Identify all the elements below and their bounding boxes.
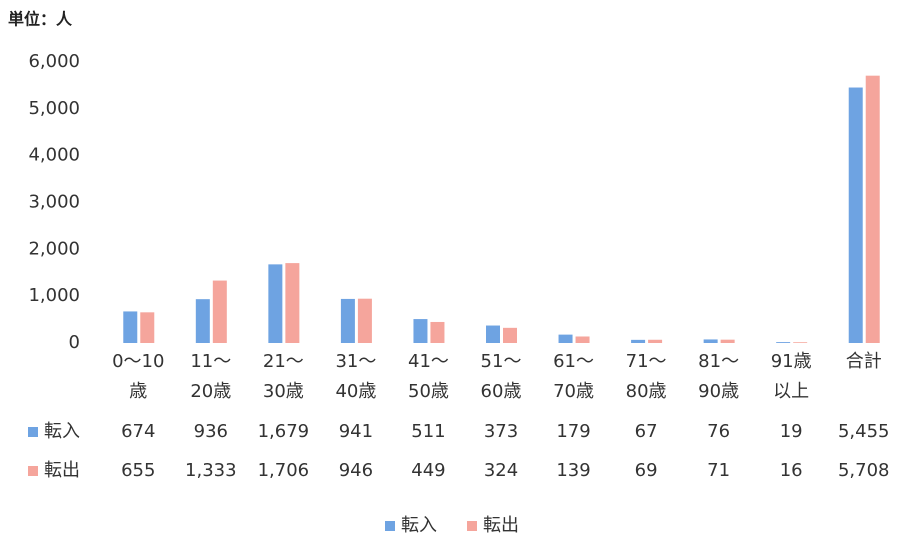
bar <box>503 327 517 343</box>
x-tick-label: 41～ <box>408 351 449 372</box>
x-tick-label: 21～ <box>263 351 304 372</box>
table-cell: 1,679 <box>258 421 310 442</box>
bar <box>195 299 210 343</box>
table-cell: 16 <box>780 460 803 481</box>
y-tick-label: 5,000 <box>28 98 80 119</box>
y-tick-label: 1,000 <box>28 285 80 306</box>
x-tick-label: 0～10 <box>112 351 164 372</box>
x-tick-label: 61～ <box>553 351 594 372</box>
x-tick-label: 30歳 <box>263 381 304 402</box>
x-tick-label: 70歳 <box>553 381 594 402</box>
x-tick-label: 31～ <box>335 351 376 372</box>
table-cell: 511 <box>411 421 445 442</box>
table-cell: 655 <box>121 460 155 481</box>
table-cell: 373 <box>484 421 518 442</box>
table-cell: 69 <box>635 460 658 481</box>
x-tick-label: 91歳 <box>771 351 812 372</box>
table-series-name: 転出 <box>44 460 80 481</box>
x-tick-label: 20歳 <box>190 381 231 402</box>
bar <box>703 339 718 343</box>
x-tick-label: 60歳 <box>481 381 522 402</box>
y-tick-label: 3,000 <box>28 192 80 213</box>
x-tick-label: 90歳 <box>698 381 739 402</box>
table-cell: 139 <box>556 460 590 481</box>
x-tick-label: 71～ <box>626 351 667 372</box>
table-cell: 1,333 <box>185 460 237 481</box>
bar <box>123 311 138 343</box>
y-tick-label: 0 <box>69 332 80 353</box>
legend-label: 転入 <box>401 515 437 536</box>
bar <box>268 264 283 343</box>
table-series-name: 転入 <box>44 421 80 442</box>
table-cell: 674 <box>121 421 155 442</box>
bar <box>575 336 590 343</box>
bar <box>720 339 735 343</box>
bar <box>140 312 155 343</box>
bar <box>357 298 372 343</box>
legend-swatch <box>385 521 395 531</box>
bar <box>631 339 646 343</box>
bar <box>793 342 808 343</box>
table-cell: 324 <box>484 460 518 481</box>
bar <box>865 75 880 344</box>
table-cell: 67 <box>635 421 658 442</box>
table-legend-swatch <box>28 427 38 437</box>
legend-swatch <box>467 521 477 531</box>
table-cell: 179 <box>556 421 590 442</box>
bar <box>430 321 445 343</box>
table-cell: 19 <box>780 421 803 442</box>
table-cell: 946 <box>339 460 373 481</box>
y-tick-label: 2,000 <box>28 238 80 259</box>
x-tick-label: 50歳 <box>408 381 449 402</box>
bar <box>413 319 428 343</box>
y-tick-label: 4,000 <box>28 145 80 166</box>
x-tick-label: 11～ <box>190 351 231 372</box>
bar <box>848 87 863 343</box>
table-cell: 5,455 <box>838 421 890 442</box>
x-tick-label: 80歳 <box>626 381 667 402</box>
x-tick-label: 以上 <box>773 381 809 402</box>
table-cell: 936 <box>194 421 228 442</box>
bar <box>776 342 791 343</box>
x-tick-label: 51～ <box>481 351 522 372</box>
table-cell: 1,706 <box>258 460 310 481</box>
y-tick-label: 6,000 <box>28 51 80 72</box>
bar <box>648 339 663 343</box>
table-cell: 76 <box>707 421 730 442</box>
x-tick-label: 81～ <box>698 351 739 372</box>
table-legend-swatch <box>28 466 38 476</box>
x-tick-label: 40歳 <box>335 381 376 402</box>
table-cell: 5,708 <box>838 460 890 481</box>
x-tick-label: 合計 <box>846 351 882 372</box>
bar <box>486 325 500 343</box>
x-tick-label: 歳 <box>129 381 147 402</box>
table-cell: 941 <box>339 421 373 442</box>
table-cell: 71 <box>707 460 730 481</box>
bar <box>285 263 300 343</box>
bar <box>558 334 573 343</box>
table-cell: 449 <box>411 460 445 481</box>
bar <box>340 298 355 343</box>
legend-label: 転出 <box>483 515 519 536</box>
unit-label: 単位：人 <box>8 10 73 29</box>
bar <box>212 280 227 343</box>
